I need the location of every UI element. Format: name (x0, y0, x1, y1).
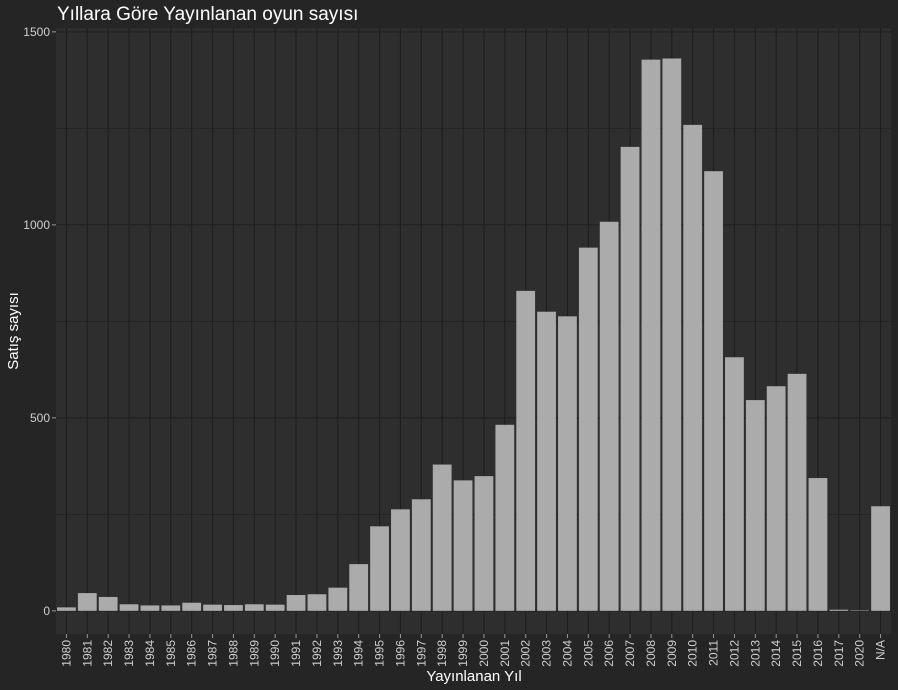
bar-na (871, 506, 890, 611)
bar-1981 (77, 593, 97, 611)
x-tick-label: 1999 (456, 640, 470, 667)
bar-2003 (537, 311, 556, 611)
x-tick-label: N/A (874, 640, 888, 660)
x-tick-label: 1995 (373, 640, 387, 667)
bar-2007 (620, 146, 640, 611)
x-tick-label: 2004 (560, 640, 574, 667)
x-tick-label: 1989 (247, 640, 261, 667)
x-axis-title: Yayınlanan Yıl (426, 668, 521, 685)
x-tick-label: 2010 (686, 640, 700, 667)
bar-2011 (704, 171, 723, 611)
bar-2000 (474, 476, 494, 611)
bar-1991 (286, 595, 306, 611)
bar-1987 (203, 604, 222, 611)
bar-1988 (224, 605, 243, 611)
x-tick-label: 2008 (644, 640, 658, 667)
bar-1980 (57, 607, 76, 611)
bar-1990 (265, 604, 285, 611)
x-tick-label: 1985 (164, 640, 178, 667)
x-tick-label: 1983 (122, 640, 136, 667)
x-tick-label: 1980 (59, 640, 73, 667)
bar-2004 (558, 316, 577, 611)
x-tick-label: 2017 (832, 640, 846, 667)
bar-1982 (98, 596, 118, 611)
bar-1994 (349, 564, 369, 611)
bar-1983 (119, 604, 139, 611)
x-tick-label: 1993 (331, 640, 345, 667)
bar-1984 (140, 605, 160, 611)
x-tick-label: 1987 (206, 640, 220, 667)
bar-1986 (182, 602, 202, 611)
bar-2014 (766, 386, 786, 611)
x-tick-label: 2020 (853, 640, 867, 667)
x-axis: 1980 1981 1982 1983 1984 1985 1986 1987 1988 1989… (59, 634, 888, 667)
bar-1996 (391, 509, 410, 611)
x-tick-label: 2001 (498, 640, 512, 667)
bar-2001 (495, 424, 515, 611)
x-tick-label: 1986 (185, 640, 199, 667)
bar-1997 (411, 499, 431, 611)
bar-1992 (307, 594, 327, 611)
x-tick-label: 2005 (581, 640, 595, 667)
y-axis-title: Satış sayısı (5, 292, 22, 370)
x-tick-label: 1990 (268, 640, 282, 667)
bar-2012 (725, 357, 744, 611)
x-tick-label: 1988 (226, 640, 240, 667)
bar-1998 (432, 464, 452, 611)
y-tick-label: 1500 (23, 25, 50, 39)
bar-1993 (328, 587, 348, 611)
bar-2010 (683, 124, 703, 611)
bar-2008 (641, 59, 661, 611)
x-tick-label: 2015 (790, 640, 804, 667)
bar-2020 (850, 610, 870, 611)
bar-2002 (516, 290, 536, 611)
x-tick-label: 1984 (143, 640, 157, 667)
x-tick-label: 2003 (540, 640, 554, 667)
x-tick-label: 1997 (414, 640, 428, 667)
bar-2005 (578, 247, 598, 611)
x-tick-label: 1998 (435, 640, 449, 667)
x-tick-label: 1994 (352, 640, 366, 667)
bars-group (57, 58, 890, 611)
bar-2013 (745, 400, 765, 611)
bar-2009 (662, 58, 682, 611)
plot-panel (56, 28, 891, 634)
x-tick-label: 2013 (748, 640, 762, 667)
x-tick-label: 1981 (80, 640, 94, 667)
bar-2006 (599, 221, 619, 611)
chart-title: Yıllara Göre Yayınlanan oyun sayısı (57, 4, 358, 25)
x-tick-label: 2006 (602, 640, 616, 667)
x-tick-label: 2012 (727, 640, 741, 667)
x-tick-label: 1996 (393, 640, 407, 667)
y-tick-label: 0 (43, 604, 50, 618)
x-tick-label: 2016 (811, 640, 825, 667)
x-tick-label: 2000 (477, 640, 491, 667)
bar-1989 (244, 604, 264, 611)
bar-2017 (829, 609, 849, 611)
x-tick-label: 2007 (623, 640, 637, 667)
y-tick-label: 1000 (23, 218, 50, 232)
x-tick-label: 1992 (310, 640, 324, 667)
x-tick-label: 2009 (665, 640, 679, 667)
bar-2016 (808, 478, 828, 611)
x-tick-label: 2002 (519, 640, 533, 667)
x-tick-label: 2011 (707, 640, 721, 666)
bar-1999 (453, 480, 473, 611)
y-axis: 0 500 1000 1500 (23, 25, 56, 618)
bar-1985 (161, 605, 181, 611)
y-tick-label: 500 (30, 411, 50, 425)
x-tick-label: 1991 (289, 640, 303, 667)
x-tick-label: 1982 (101, 640, 115, 667)
bar-1995 (370, 526, 389, 611)
bar-2015 (787, 373, 807, 611)
x-tick-label: 2014 (769, 640, 783, 667)
